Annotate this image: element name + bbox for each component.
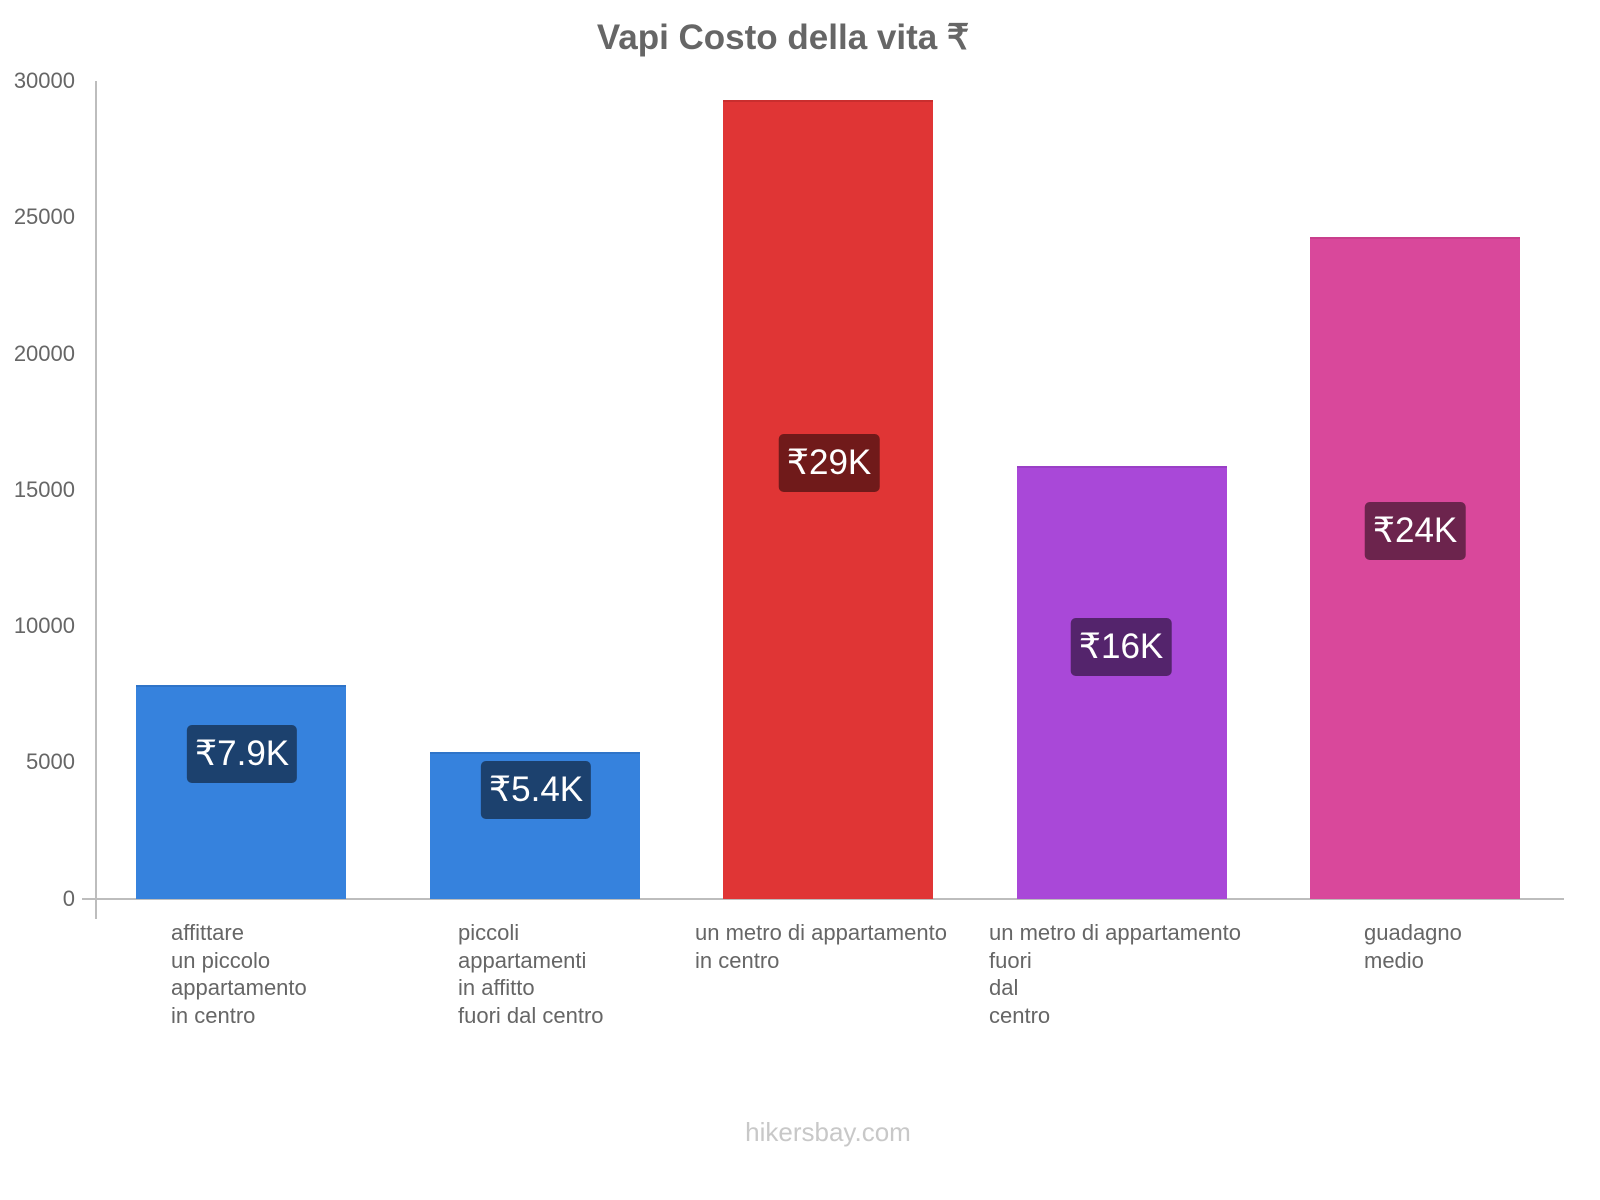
source-watermark: hikersbay.com xyxy=(745,1117,911,1147)
x-category-label: un metro di appartamento in centro xyxy=(695,920,947,973)
y-tick-label: 5000 xyxy=(26,749,75,774)
y-tick-label: 30000 xyxy=(13,68,75,93)
value-badge: ₹7.9K xyxy=(186,725,298,783)
value-badge: ₹16K xyxy=(1070,618,1172,676)
x-category-label: affittare un piccolo appartamento in cen… xyxy=(171,920,307,1028)
bar-sqm-price-center[interactable] xyxy=(723,100,933,899)
y-tick-label: 15000 xyxy=(13,477,75,502)
y-tick-label: 10000 xyxy=(13,613,75,638)
value-badge: ₹24K xyxy=(1364,502,1466,560)
y-tick-label: 25000 xyxy=(13,204,75,229)
bar-rent-small-apartment-center[interactable] xyxy=(136,685,346,899)
x-category-label: un metro di appartamento fuori dal centr… xyxy=(989,920,1241,1028)
value-badge: ₹5.4K xyxy=(480,761,592,819)
y-tick-label: 0 xyxy=(62,886,75,911)
value-badge: ₹29K xyxy=(778,434,880,492)
y-tick-label: 20000 xyxy=(13,341,75,366)
x-axis xyxy=(82,898,1564,900)
chart-title: Vapi Costo della vita ₹ xyxy=(596,18,970,57)
x-category-label: piccoli appartamenti in affitto fuori da… xyxy=(458,920,604,1028)
x-category-label: guadagno medio xyxy=(1364,920,1462,973)
bar-average-salary[interactable] xyxy=(1310,237,1520,899)
bar-sqm-price-outside[interactable] xyxy=(1017,466,1227,899)
y-axis xyxy=(95,81,97,919)
